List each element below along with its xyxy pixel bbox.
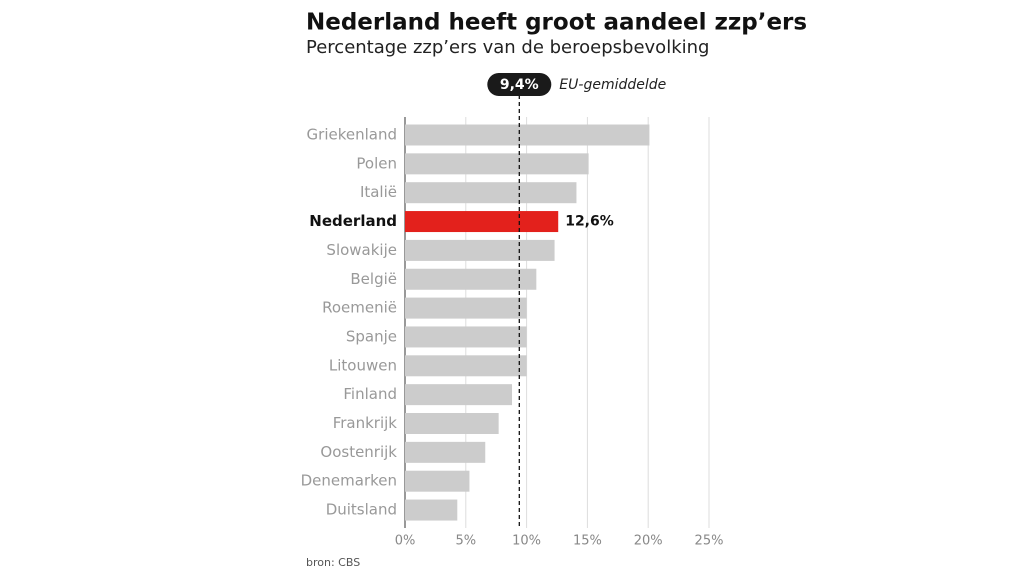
value-label: 12,6% <box>565 214 614 230</box>
bar <box>405 326 527 348</box>
bar <box>405 124 650 146</box>
bar <box>405 153 589 175</box>
bar <box>405 211 559 233</box>
bar <box>405 268 537 290</box>
y-tick-label: Italië <box>360 183 397 201</box>
bar <box>405 355 527 377</box>
x-tick-label: 0% <box>395 534 416 549</box>
y-tick-label: Litouwen <box>329 356 397 374</box>
y-tick-label: Slowakije <box>326 241 397 259</box>
bar <box>405 470 470 492</box>
y-tick-label: Roemenië <box>322 299 397 317</box>
y-tick-label: België <box>350 270 397 288</box>
reference-label: 9,4% <box>500 77 539 93</box>
bar <box>405 239 555 261</box>
x-tick-label: 15% <box>573 534 602 549</box>
source: bron: CBS <box>306 556 360 569</box>
chart-title: Nederland heeft groot aandeel zzp’ers <box>306 10 807 36</box>
reference-pill <box>487 73 552 96</box>
reference-text: EU-gemiddelde <box>559 77 666 93</box>
bar <box>405 413 499 434</box>
y-tick-label: Spanje <box>346 327 397 345</box>
x-tick-label: 20% <box>634 534 663 549</box>
bar <box>405 182 577 204</box>
x-tick-label: 5% <box>455 534 476 549</box>
y-tick-label: Duitsland <box>326 501 397 519</box>
y-tick-label: Denemarken <box>301 472 397 490</box>
y-tick-label: Oostenrijk <box>320 443 397 461</box>
bar <box>405 499 458 521</box>
x-tick-label: 25% <box>695 534 724 549</box>
y-tick-label: Nederland <box>309 212 397 230</box>
bar <box>405 297 527 319</box>
x-tick-label: 10% <box>512 534 541 549</box>
y-tick-label: Griekenland <box>307 126 397 144</box>
y-tick-label: Frankrijk <box>333 414 398 432</box>
y-tick-label: Polen <box>356 154 397 172</box>
chart-subtitle: Percentage zzp’ers van de beroepsbevolki… <box>306 37 709 58</box>
y-tick-label: Finland <box>343 385 397 403</box>
bar <box>405 441 486 463</box>
bar <box>405 384 513 406</box>
